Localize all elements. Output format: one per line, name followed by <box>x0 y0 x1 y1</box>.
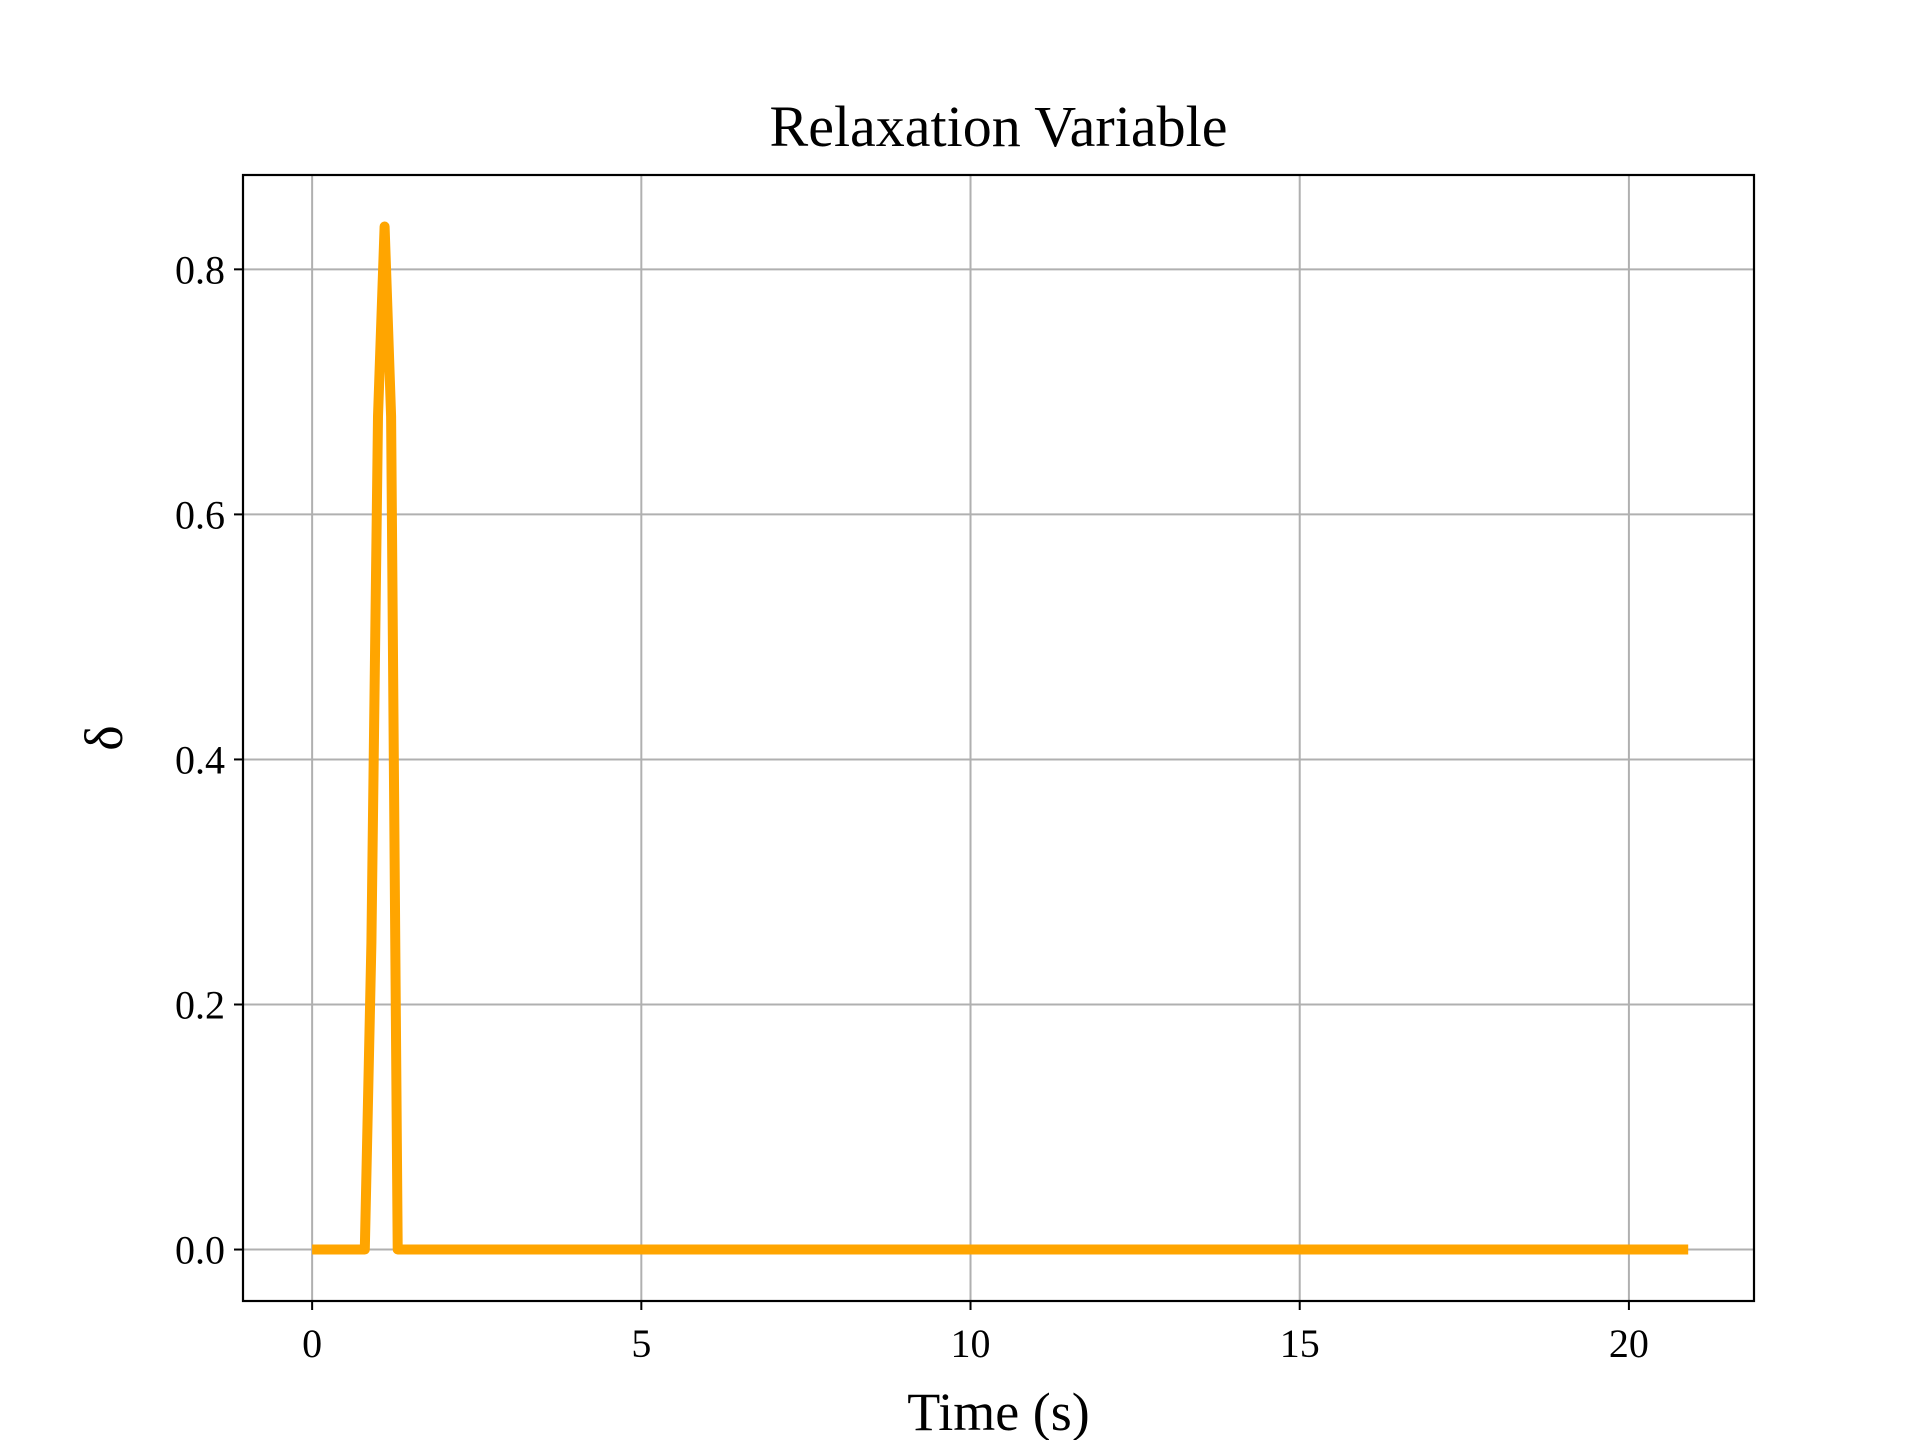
x-tick-label: 5 <box>631 1321 651 1366</box>
chart-title: Relaxation Variable <box>770 94 1228 159</box>
series-layer <box>312 221 1689 1255</box>
ticks: 0 5 10 15 20 0.0 0.2 0.4 0.6 0.8 <box>175 247 1649 1366</box>
x-tick-label: 20 <box>1609 1321 1649 1366</box>
x-axis-label: Time (s) <box>907 1382 1090 1440</box>
x-tick-label: 15 <box>1280 1321 1320 1366</box>
y-tick-label: 0.4 <box>175 737 225 782</box>
y-tick-label: 0.6 <box>175 492 225 537</box>
x-tick-label: 0 <box>302 1321 322 1366</box>
plot-frame <box>241 173 1756 1303</box>
y-axis-label: δ <box>74 725 134 750</box>
y-tick-label: 0.0 <box>175 1228 225 1273</box>
x-tick-label: 10 <box>951 1321 991 1366</box>
y-tick-label: 0.2 <box>175 982 225 1027</box>
y-tick-label: 0.8 <box>175 247 225 292</box>
